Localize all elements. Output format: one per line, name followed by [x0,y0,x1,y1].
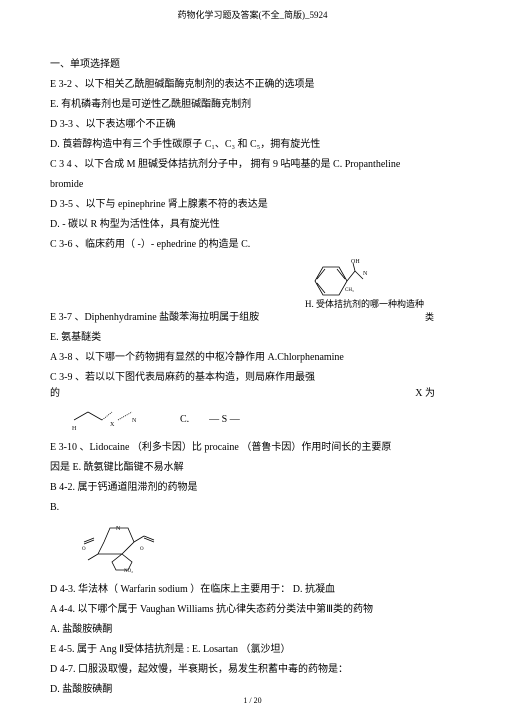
answer-d33: D. 莨菪醇构造中有三个手性碳原子 C₁、C₃ 和 C₅，拥有旋光性 [50,137,455,153]
doc-header: 药物化学习题及答案(不全_简版)_5924 [50,8,455,22]
question-c34-b: bromide [50,177,455,193]
answer-a44: A. 盐酸胺碘酮 [50,622,455,638]
section-title: 一、单项选择题 [50,57,455,73]
answer-e32: E. 有机磷毒剂也是可逆性乙酰胆碱酯酶克制剂 [50,97,455,113]
question-e45: E 4-5. 属于 Ang Ⅱ受体拮抗剂是 : E. Losartan （氯沙坦… [50,642,455,658]
answer-e37: E. 氨基醚类 [50,330,455,346]
svg-text:NO₂: NO₂ [124,569,133,574]
svg-text:N: N [132,418,137,424]
svg-text:N: N [363,271,368,277]
svg-text:O: O [82,547,86,552]
question-b42: B 4-2. 属于钙通道阻滞剂的药物是 [50,480,455,496]
question-e37: E 3-7 、Diphenhydramine 盐酸苯海拉明属于组胺 [50,310,425,326]
svg-text:OH: OH [351,259,360,265]
svg-text:N: N [116,526,121,532]
question-c39-c: C. [180,412,189,428]
question-d33: D 3-3 、以下表达哪个不正确 [50,117,455,133]
question-e32: E 3-2 、以下相关乙酰胆碱酯酶克制剂的表达不正确的选项是 [50,77,455,93]
question-c39-b: 的 [50,386,60,402]
question-a38: A 3-8 、以下哪一个药物拥有显然的中枢冷静作用 A.Chlorphenami… [50,350,455,366]
molecule-ephedrine-icon: OH N CH₃ [305,253,365,293]
molecule-b42: N O O NO₂ [80,520,455,576]
page-footer: 1 / 20 [0,695,505,708]
answer-b42: B. [50,500,455,516]
question-d47: D 4-7. 口服汲取慢，起效慢，半衰期长，易发生积蓄中毒的药物是： [50,662,455,678]
question-d43: D 4-3. 华法林（ Warfarin sodium ）在临床上主要用于： D… [50,582,455,598]
question-c36: C 3-6 、临床药用（ -）- ephedrine 的构造是 C. [50,237,455,253]
svg-text:CH₃: CH₃ [345,288,354,293]
svg-text:H: H [72,426,77,432]
question-c34-a: C 3 4 、以下合成 M 胆碱受体拮抗剂分子中， 拥有 9 呫吨基的是 C. … [50,157,455,173]
question-a44: A 4-4. 以下哪个属于 Vaughan Williams 抗心律失态药分类法… [50,602,455,618]
page: 药物化学习题及答案(不全_简版)_5924 一、单项选择题 E 3-2 、以下相… [0,0,505,714]
question-c39-a: C 3-9 、若以以下图代表局麻药的基本构造，则局麻作用最强 [50,370,455,386]
row-e37: E 3-7 、Diphenhydramine 盐酸苯海拉明属于组胺 类 [50,310,455,330]
svg-text:O: O [140,547,144,552]
mol-h-label2: 类 [425,310,455,330]
question-e310-b: 因是 E. 酰氨键比酯键不易水解 [50,460,455,476]
row-mol1: OH N CH₃ H. 受体拮抗剂的哪一种构造种 [50,253,455,310]
answer-d35: D. - 碳以 R 构型为活性体，具有旋光性 [50,217,455,233]
svg-text:X: X [110,422,115,428]
mol-h-label: H. 受体拮抗剂的哪一种构造种 [305,299,424,309]
molecule-localanesth-icon: H X N [70,408,150,432]
question-c39-x: X 为 [415,386,435,402]
question-e310-a: E 3-10 、Lidocaine （利多卡因）比 procaine （普鲁卡因… [50,440,455,456]
question-c39-s: — S — [209,412,240,428]
row-c39-b: 的 X 为 [50,386,455,406]
question-d35: D 3-5 、以下与 epinephrine 肾上腺素不符的表达是 [50,197,455,213]
row-c39-mol: H X N C. — S — [70,408,455,432]
molecule-ccb-icon: N O O NO₂ [80,520,180,570]
